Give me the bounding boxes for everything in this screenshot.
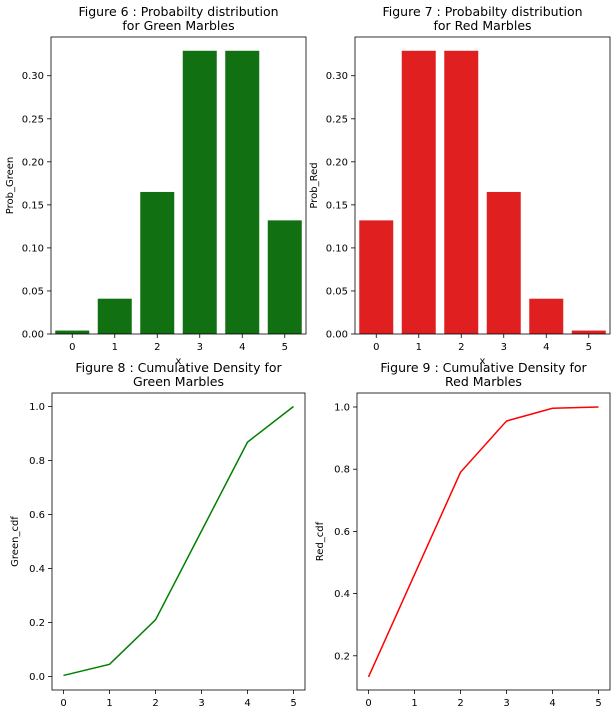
x-axis-label: x bbox=[480, 356, 486, 367]
chart-title: Figure 9 : Cumulative Density for Red Mar… bbox=[380, 360, 587, 389]
y-tick-label: 0.05 bbox=[326, 286, 348, 297]
y-axis-label: Prob_Green bbox=[5, 157, 16, 215]
y-tick-label: 0.25 bbox=[22, 114, 44, 125]
y-tick-label: 0.05 bbox=[22, 286, 44, 297]
bar-3 bbox=[182, 50, 217, 334]
y-tick-label: 0.6 bbox=[334, 527, 350, 538]
x-tick-label: 1 bbox=[411, 698, 417, 709]
bar-5 bbox=[267, 220, 302, 334]
chart-title: Figure 8 : Cumulative Density for Green M… bbox=[75, 360, 282, 389]
x-tick-label: 4 bbox=[244, 698, 250, 709]
y-tick-label: 0.20 bbox=[22, 157, 44, 168]
axes-frame bbox=[356, 392, 611, 691]
x-tick-label: 3 bbox=[198, 698, 204, 709]
x-tick-label: 3 bbox=[197, 342, 203, 353]
x-tick-label: 5 bbox=[290, 698, 296, 709]
y-tick-label: 0.10 bbox=[326, 243, 348, 254]
y-tick-label: 0.4 bbox=[334, 589, 350, 600]
bar-5 bbox=[571, 330, 606, 334]
axes-frame bbox=[354, 36, 611, 335]
chart-panel-2: 0 1 2 3 4 5 0.00 0.05 0.10 0.15 0.20 0.25 0.30 Figure… bbox=[309, 4, 611, 367]
axes-frame bbox=[51, 392, 306, 691]
x-tick-label: 3 bbox=[501, 342, 507, 353]
x-tick-label: 2 bbox=[458, 342, 464, 353]
axes-frame bbox=[50, 36, 307, 335]
bar-1 bbox=[97, 298, 132, 334]
y-tick-label: 0.2 bbox=[334, 651, 350, 662]
y-tick-label: 0.00 bbox=[22, 330, 44, 341]
bar-0 bbox=[359, 220, 394, 334]
x-tick-label: 5 bbox=[586, 342, 592, 353]
y-tick-label: 0.8 bbox=[29, 456, 45, 467]
y-axis-label: Red_cdf bbox=[315, 521, 326, 561]
x-tick-label: 2 bbox=[457, 698, 463, 709]
x-tick-label: 0 bbox=[373, 342, 379, 353]
y-tick-label: 0.30 bbox=[326, 71, 348, 82]
x-tick-label: 1 bbox=[106, 698, 112, 709]
bar-2 bbox=[140, 191, 175, 334]
x-tick-label: 4 bbox=[239, 342, 245, 353]
x-tick-label: 3 bbox=[503, 698, 509, 709]
y-tick-label: 0.15 bbox=[22, 200, 44, 211]
cdf-line bbox=[63, 405, 294, 677]
bar-2 bbox=[444, 50, 479, 334]
bar-4 bbox=[529, 298, 564, 334]
y-tick-label: 0.2 bbox=[29, 618, 45, 629]
y-tick-label: 0.4 bbox=[29, 564, 45, 575]
bar-0 bbox=[55, 330, 90, 334]
x-tick-label: 2 bbox=[152, 698, 158, 709]
y-axis-label: Green_cdf bbox=[10, 516, 21, 567]
y-tick-label: 0.10 bbox=[22, 243, 44, 254]
x-axis-label: x bbox=[176, 356, 182, 367]
chart-panel-3: 0 1 2 3 4 5 0.0 0.2 0.4 0.6 0.8 1.0 Figure 8 : Cumul… bbox=[10, 360, 306, 709]
y-tick-label: 0.25 bbox=[326, 114, 348, 125]
chart-panel-4: 0 1 2 3 4 5 0.2 0.4 0.6 0.8 1.0 Figure 9 : Cumulati… bbox=[315, 360, 611, 709]
chart-title: Figure 7 : Probabilty distribution for Re… bbox=[382, 4, 582, 33]
x-tick-label: 4 bbox=[543, 342, 549, 353]
y-tick-label: 0.15 bbox=[326, 200, 348, 211]
bar-3 bbox=[486, 191, 521, 334]
chart-panel-1: 0 1 2 3 4 5 0.00 0.05 0.10 0.15 0.20 0.25 0.30 Figure… bbox=[5, 4, 307, 367]
cdf-line bbox=[367, 406, 599, 678]
y-tick-label: 1.0 bbox=[29, 402, 45, 413]
x-tick-label: 0 bbox=[69, 342, 75, 353]
x-tick-label: 4 bbox=[549, 698, 555, 709]
y-tick-label: 1.0 bbox=[334, 402, 350, 413]
x-tick-label: 5 bbox=[595, 698, 601, 709]
y-tick-label: 0.30 bbox=[22, 71, 44, 82]
x-tick-label: 1 bbox=[416, 342, 422, 353]
y-axis-label: Prob_Red bbox=[309, 162, 320, 208]
x-tick-label: 0 bbox=[365, 698, 371, 709]
x-tick-label: 5 bbox=[282, 342, 288, 353]
y-tick-label: 0.00 bbox=[326, 330, 348, 341]
bar-4 bbox=[225, 50, 260, 334]
y-tick-label: 0.20 bbox=[326, 157, 348, 168]
chart-title: Figure 6 : Probabilty distribution for Gr… bbox=[78, 4, 278, 33]
y-tick-label: 0.6 bbox=[29, 510, 45, 521]
bar-1 bbox=[401, 50, 436, 334]
y-tick-label: 0.0 bbox=[29, 672, 45, 683]
x-tick-label: 0 bbox=[60, 698, 66, 709]
x-tick-label: 2 bbox=[154, 342, 160, 353]
x-tick-label: 1 bbox=[112, 342, 118, 353]
y-tick-label: 0.8 bbox=[334, 465, 350, 476]
